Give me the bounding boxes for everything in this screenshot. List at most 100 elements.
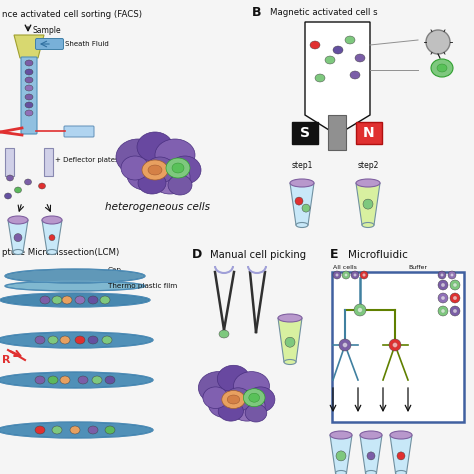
Ellipse shape (15, 187, 21, 193)
Ellipse shape (25, 77, 33, 83)
Text: R: R (2, 355, 10, 365)
Text: Magnetic activated cell s: Magnetic activated cell s (270, 8, 378, 17)
Ellipse shape (138, 172, 166, 194)
Ellipse shape (296, 222, 308, 228)
Ellipse shape (354, 304, 366, 316)
FancyBboxPatch shape (21, 57, 37, 134)
Polygon shape (8, 220, 28, 252)
Ellipse shape (75, 296, 85, 304)
Ellipse shape (351, 271, 359, 279)
Ellipse shape (142, 160, 168, 180)
Ellipse shape (244, 389, 265, 407)
Circle shape (336, 451, 346, 461)
Ellipse shape (229, 391, 265, 421)
Ellipse shape (360, 431, 382, 439)
Circle shape (14, 234, 22, 242)
Ellipse shape (13, 249, 23, 255)
Text: Cap: Cap (108, 267, 122, 273)
Ellipse shape (116, 139, 160, 175)
Ellipse shape (48, 376, 58, 384)
Ellipse shape (60, 336, 70, 344)
Ellipse shape (0, 372, 153, 388)
Polygon shape (278, 318, 302, 362)
Text: + Deflector plates: + Deflector plates (55, 157, 118, 163)
Ellipse shape (38, 183, 46, 189)
Ellipse shape (8, 216, 28, 224)
Ellipse shape (0, 332, 153, 348)
Circle shape (363, 199, 373, 209)
Circle shape (367, 452, 375, 460)
Ellipse shape (363, 273, 365, 277)
Text: B: B (252, 6, 262, 19)
Text: Manual cell picking: Manual cell picking (210, 250, 306, 260)
Ellipse shape (356, 179, 380, 187)
Ellipse shape (438, 280, 448, 290)
Ellipse shape (88, 296, 98, 304)
Text: All cells: All cells (333, 265, 357, 270)
Ellipse shape (249, 393, 260, 402)
Circle shape (302, 204, 310, 212)
Ellipse shape (342, 271, 350, 279)
Ellipse shape (219, 330, 229, 338)
Text: E: E (330, 248, 338, 261)
Ellipse shape (360, 271, 368, 279)
Ellipse shape (48, 336, 58, 344)
Ellipse shape (62, 296, 72, 304)
Polygon shape (360, 435, 382, 473)
Ellipse shape (102, 336, 112, 344)
Ellipse shape (450, 280, 460, 290)
Ellipse shape (166, 158, 190, 178)
Polygon shape (290, 183, 314, 225)
Polygon shape (356, 183, 380, 225)
Ellipse shape (343, 343, 347, 347)
Ellipse shape (392, 343, 397, 347)
Polygon shape (42, 220, 62, 252)
Ellipse shape (453, 283, 457, 287)
Ellipse shape (25, 102, 33, 108)
Ellipse shape (345, 273, 347, 277)
Circle shape (285, 337, 295, 347)
Polygon shape (14, 35, 44, 58)
Text: Laser: Laser (69, 127, 90, 136)
Ellipse shape (105, 376, 115, 384)
Bar (44, 148, 53, 176)
Ellipse shape (169, 156, 201, 184)
Ellipse shape (441, 296, 445, 300)
Ellipse shape (52, 426, 62, 434)
Ellipse shape (35, 336, 45, 344)
Bar (328, 115, 346, 150)
Text: heterogeneous cells: heterogeneous cells (106, 202, 210, 212)
Text: nce activated cell sorting (FACS): nce activated cell sorting (FACS) (2, 10, 142, 19)
Circle shape (295, 197, 303, 205)
Circle shape (426, 30, 450, 54)
Ellipse shape (25, 179, 31, 185)
Ellipse shape (354, 273, 356, 277)
Ellipse shape (0, 293, 150, 307)
Ellipse shape (168, 175, 192, 195)
Ellipse shape (217, 365, 250, 392)
Ellipse shape (25, 69, 33, 75)
Ellipse shape (441, 309, 445, 313)
Bar (332, 272, 464, 422)
Ellipse shape (145, 157, 175, 183)
Bar (356, 122, 382, 144)
Ellipse shape (70, 426, 80, 434)
Ellipse shape (42, 216, 62, 224)
FancyBboxPatch shape (64, 126, 94, 137)
Ellipse shape (100, 296, 110, 304)
Ellipse shape (245, 404, 267, 422)
Ellipse shape (453, 309, 457, 313)
Text: step2: step2 (357, 161, 379, 170)
Ellipse shape (25, 60, 33, 66)
Ellipse shape (0, 422, 153, 438)
Ellipse shape (290, 179, 314, 187)
Ellipse shape (155, 139, 195, 171)
Ellipse shape (448, 271, 456, 279)
Ellipse shape (127, 160, 163, 190)
Ellipse shape (336, 273, 338, 277)
Ellipse shape (5, 269, 145, 283)
Ellipse shape (310, 41, 320, 49)
Ellipse shape (225, 388, 252, 411)
Ellipse shape (438, 271, 446, 279)
Text: step1: step1 (292, 161, 313, 170)
